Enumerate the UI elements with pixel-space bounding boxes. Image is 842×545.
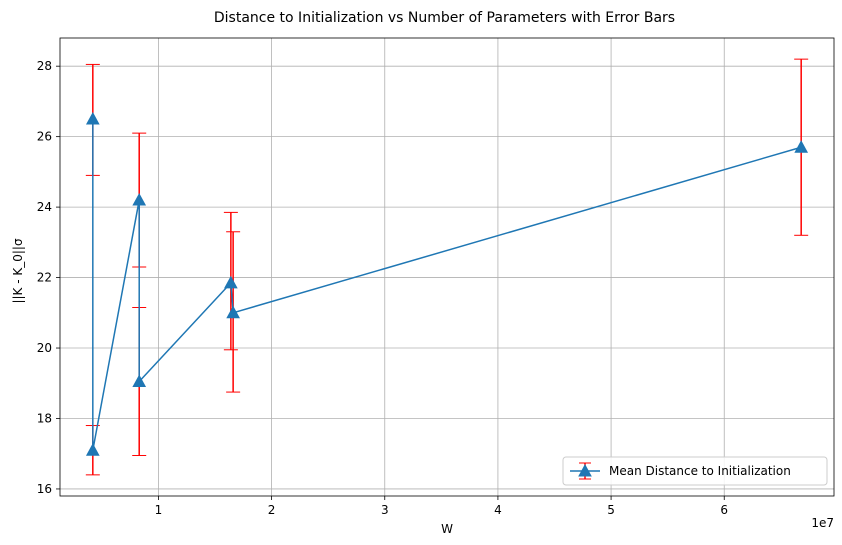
data-point-marker	[85, 443, 100, 456]
x-tick-label: 5	[607, 503, 615, 517]
data-point-marker	[794, 140, 809, 153]
y-tick-label: 28	[37, 59, 52, 73]
grid	[60, 38, 834, 496]
legend-marker	[578, 463, 592, 477]
y-tick-label: 24	[37, 200, 52, 214]
data-point-marker	[85, 111, 100, 125]
y-tick-label: 16	[37, 482, 52, 496]
x-tick-label: 6	[720, 503, 728, 517]
legend-label: Mean Distance to Initialization	[609, 464, 791, 478]
series-line	[92, 119, 802, 451]
x-offset-text: 1e7	[811, 516, 834, 530]
data-point-marker	[132, 374, 147, 387]
legend-box	[562, 456, 828, 486]
x-tick-label: 3	[381, 503, 389, 517]
y-tick-label: 18	[37, 411, 52, 425]
x-axis-label: W	[441, 522, 453, 536]
data-point-marker	[132, 193, 147, 206]
axis-ticks: 1 2 3 4 5 6 16 18 20 22 24 26 28	[37, 59, 728, 517]
error-bars	[85, 58, 809, 476]
y-tick-label: 22	[37, 271, 52, 285]
data-point-marker	[224, 275, 238, 289]
x-tick-label: 4	[494, 503, 502, 517]
legend: Mean Distance to Initialization	[562, 456, 828, 486]
y-tick-label: 26	[37, 130, 52, 144]
markers	[85, 111, 809, 456]
series-line-group	[92, 119, 802, 451]
y-tick-label: 20	[37, 341, 52, 355]
x-tick-label: 1	[155, 503, 163, 517]
data-point-marker	[226, 305, 240, 319]
y-axis-label: ||K - K_0||σ	[11, 238, 25, 304]
x-tick-label: 2	[268, 503, 276, 517]
chart-title: Distance to Initialization vs Number of …	[214, 10, 675, 26]
plot-frame	[59, 37, 835, 497]
